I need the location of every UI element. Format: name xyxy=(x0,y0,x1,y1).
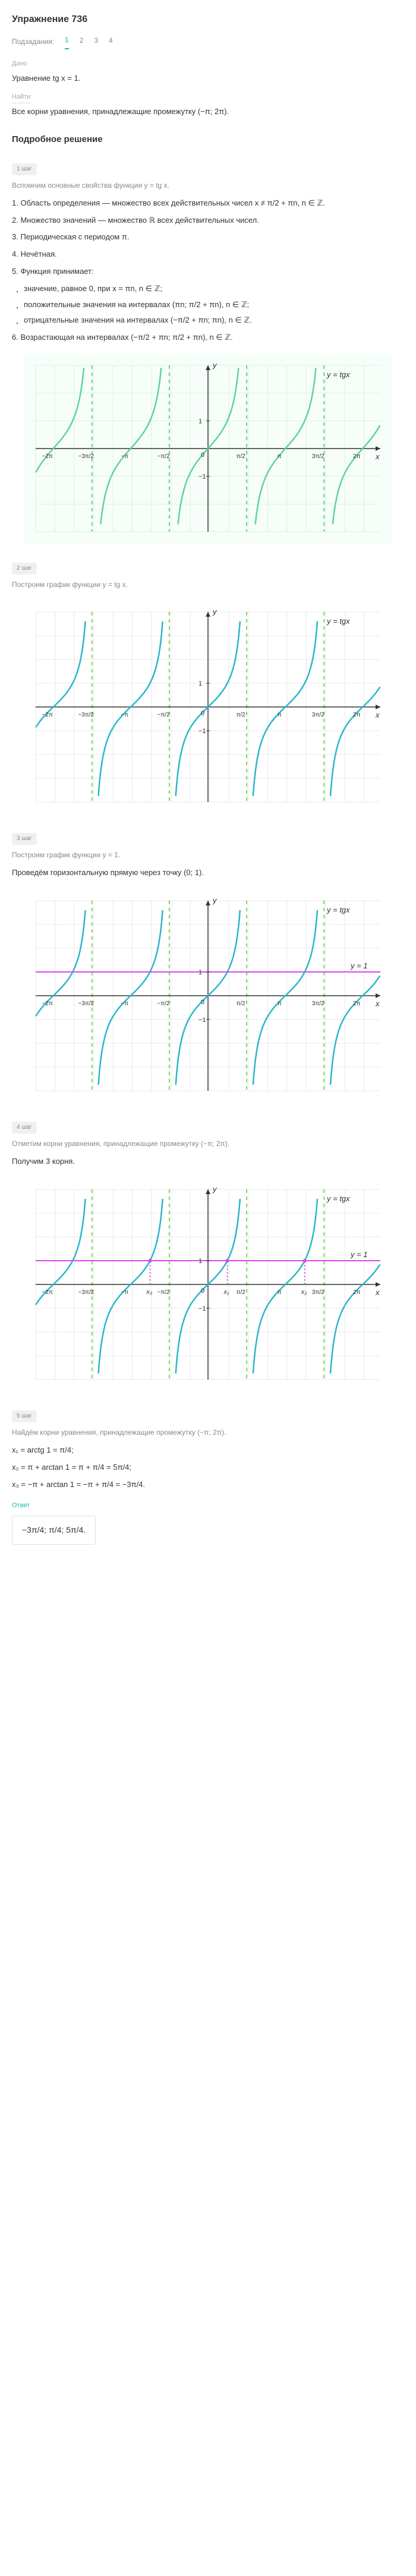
svg-text:π: π xyxy=(278,712,282,718)
answer-label: Ответ xyxy=(12,1501,404,1511)
svg-text:π: π xyxy=(278,453,282,460)
svg-text:3π/2: 3π/2 xyxy=(312,453,324,460)
svg-text:−1: −1 xyxy=(198,1016,206,1024)
svg-text:0: 0 xyxy=(201,710,204,717)
svg-text:x: x xyxy=(375,1288,380,1297)
exercise-title: Упражнение 736 xyxy=(12,12,404,27)
svg-text:1: 1 xyxy=(198,969,202,976)
svg-text:2π: 2π xyxy=(353,1000,361,1007)
step5-badge: 5 шаг xyxy=(12,1410,37,1422)
bullet-1: значение, равное 0, при x = πn, n ∈ ℤ; xyxy=(24,283,404,295)
svg-text:−3π/2: −3π/2 xyxy=(78,712,94,718)
tan-graph-blue: −2π−3π/2−π−π/20π/2π3π/22π−11yxy = tgx xyxy=(24,600,392,814)
subtask-4[interactable]: 4 xyxy=(109,35,113,49)
step5-intro: Найдём корни уравнения, принадлежащие пр… xyxy=(12,1427,404,1438)
svg-text:−π/2: −π/2 xyxy=(157,712,170,718)
prop-3: 3. Периодическая с периодом π. xyxy=(12,231,404,244)
find-label: Найти xyxy=(12,92,30,103)
step3-intro: Построим график функции y = 1. xyxy=(12,850,404,861)
svg-text:−3π/2: −3π/2 xyxy=(78,1000,94,1007)
svg-text:−2π: −2π xyxy=(42,453,53,460)
step5-line3: x₃ = −π + arctan 1 = −π + π/4 = −3π/4. xyxy=(12,1479,404,1491)
prop-1: 1. Область определения — множество всех … xyxy=(12,197,404,210)
subtask-3[interactable]: 3 xyxy=(94,35,98,49)
svg-text:−π/2: −π/2 xyxy=(157,1000,170,1007)
find-text: Все корни уравнения, принадлежащие проме… xyxy=(12,106,404,118)
svg-text:0: 0 xyxy=(201,452,204,459)
svg-text:−π: −π xyxy=(121,453,128,460)
svg-text:π: π xyxy=(278,1289,282,1296)
step3-text: Проведём горизонтальную прямую через точ… xyxy=(12,867,404,879)
solution-title: Подробное решение xyxy=(12,132,404,147)
svg-text:−1: −1 xyxy=(198,473,206,481)
svg-text:−π: −π xyxy=(121,712,128,718)
svg-text:π/2: π/2 xyxy=(236,1000,245,1007)
svg-text:1: 1 xyxy=(198,418,202,425)
svg-text:3π/2: 3π/2 xyxy=(312,1000,324,1007)
svg-text:y = tgx: y = tgx xyxy=(326,1194,350,1203)
svg-text:y = 1: y = 1 xyxy=(350,1250,368,1259)
step1-badge: 1 шаг xyxy=(12,163,37,175)
svg-text:x₁: x₁ xyxy=(223,1289,230,1296)
step3-badge: 3 шаг xyxy=(12,833,37,845)
svg-text:x₂: x₂ xyxy=(301,1289,308,1296)
svg-text:π/2: π/2 xyxy=(236,453,245,460)
step2-intro: Построим график функции y = tg x. xyxy=(12,579,404,591)
bullet-3: отрицательные значения на интервалах (−π… xyxy=(24,314,404,327)
step5-line2: x₂ = π + arctan 1 = π + π/4 = 5π/4; xyxy=(12,1461,404,1474)
svg-text:3π/2: 3π/2 xyxy=(312,1289,324,1296)
svg-text:1: 1 xyxy=(198,680,202,687)
svg-text:3π/2: 3π/2 xyxy=(312,712,324,718)
svg-text:y = tgx: y = tgx xyxy=(326,617,350,626)
step5-line1: x₁ = arctg 1 = π/4; xyxy=(12,1444,404,1457)
tan-graph-with-line: y = 1−2π−3π/2−π−π/20π/2π3π/22π−11yxy = t… xyxy=(24,889,392,1103)
step2-badge: 2 шаг xyxy=(12,563,37,574)
svg-text:x: x xyxy=(375,711,380,719)
svg-text:−2π: −2π xyxy=(42,1289,53,1296)
svg-text:π/2: π/2 xyxy=(236,712,245,718)
prop-6: 6. Возрастающая на интервалах (−π/2 + πn… xyxy=(12,332,404,344)
svg-text:π/2: π/2 xyxy=(236,1289,245,1296)
tan-graph-with-roots: y = 1 x₃ x₁ x₂ −2π −3π/2 −π −π/2 0 π/2 π 3π/2 2π −1 1 y… xyxy=(24,1177,392,1391)
svg-text:x: x xyxy=(375,452,380,461)
svg-text:1: 1 xyxy=(198,1258,202,1265)
svg-text:y = tgx: y = tgx xyxy=(326,905,350,914)
svg-text:0: 0 xyxy=(201,999,204,1006)
svg-text:2π: 2π xyxy=(353,453,361,460)
bullet-2: положительные значения на интервалах (πn… xyxy=(24,299,404,311)
prop-5: 5. Функция принимает: xyxy=(12,266,404,278)
svg-text:x: x xyxy=(375,999,380,1008)
svg-text:y = tgx: y = tgx xyxy=(326,370,350,379)
svg-text:y = 1: y = 1 xyxy=(350,961,368,970)
subtask-2[interactable]: 2 xyxy=(80,35,84,49)
svg-text:π: π xyxy=(278,1000,282,1007)
svg-text:−3π/2: −3π/2 xyxy=(78,1289,94,1296)
prop-4: 4. Нечётная. xyxy=(12,248,404,261)
prop-2: 2. Множество значений — множество ℝ всех… xyxy=(12,214,404,227)
subtask-1[interactable]: 1 xyxy=(65,34,69,49)
svg-text:2π: 2π xyxy=(353,712,361,718)
subtasks-label: Подзадания: xyxy=(12,36,54,48)
step4-text: Получим 3 корня. xyxy=(12,1156,404,1168)
subtasks-row: Подзадания: 1 2 3 4 xyxy=(12,34,404,49)
given-equation: Уравнение tg x = 1. xyxy=(12,72,404,85)
svg-text:x₃: x₃ xyxy=(146,1289,153,1296)
svg-text:−2π: −2π xyxy=(42,1000,53,1007)
svg-text:0: 0 xyxy=(201,1287,204,1295)
svg-text:−π: −π xyxy=(121,1000,128,1007)
tan-graph-green: −2π−3π/2−π−π/20π/2π3π/22π−11yxy = tgx xyxy=(24,353,392,544)
svg-text:−1: −1 xyxy=(198,1305,206,1312)
svg-text:2π: 2π xyxy=(353,1289,361,1296)
step4-badge: 4 шаг xyxy=(12,1122,37,1134)
step4-intro: Отметим корни уравнения, принадлежащие п… xyxy=(12,1138,404,1150)
svg-text:−2π: −2π xyxy=(42,712,53,718)
given-label: Дано xyxy=(12,59,404,70)
svg-text:−3π/2: −3π/2 xyxy=(78,453,94,460)
svg-text:−π/2: −π/2 xyxy=(157,1289,170,1296)
answer-box: −3π/4; π/4; 5π/4. xyxy=(12,1516,96,1544)
svg-text:−π: −π xyxy=(121,1289,128,1296)
svg-text:−1: −1 xyxy=(198,728,206,735)
svg-text:−π/2: −π/2 xyxy=(157,453,170,460)
step1-intro: Вспомним основные свойства функции y = t… xyxy=(12,180,404,191)
